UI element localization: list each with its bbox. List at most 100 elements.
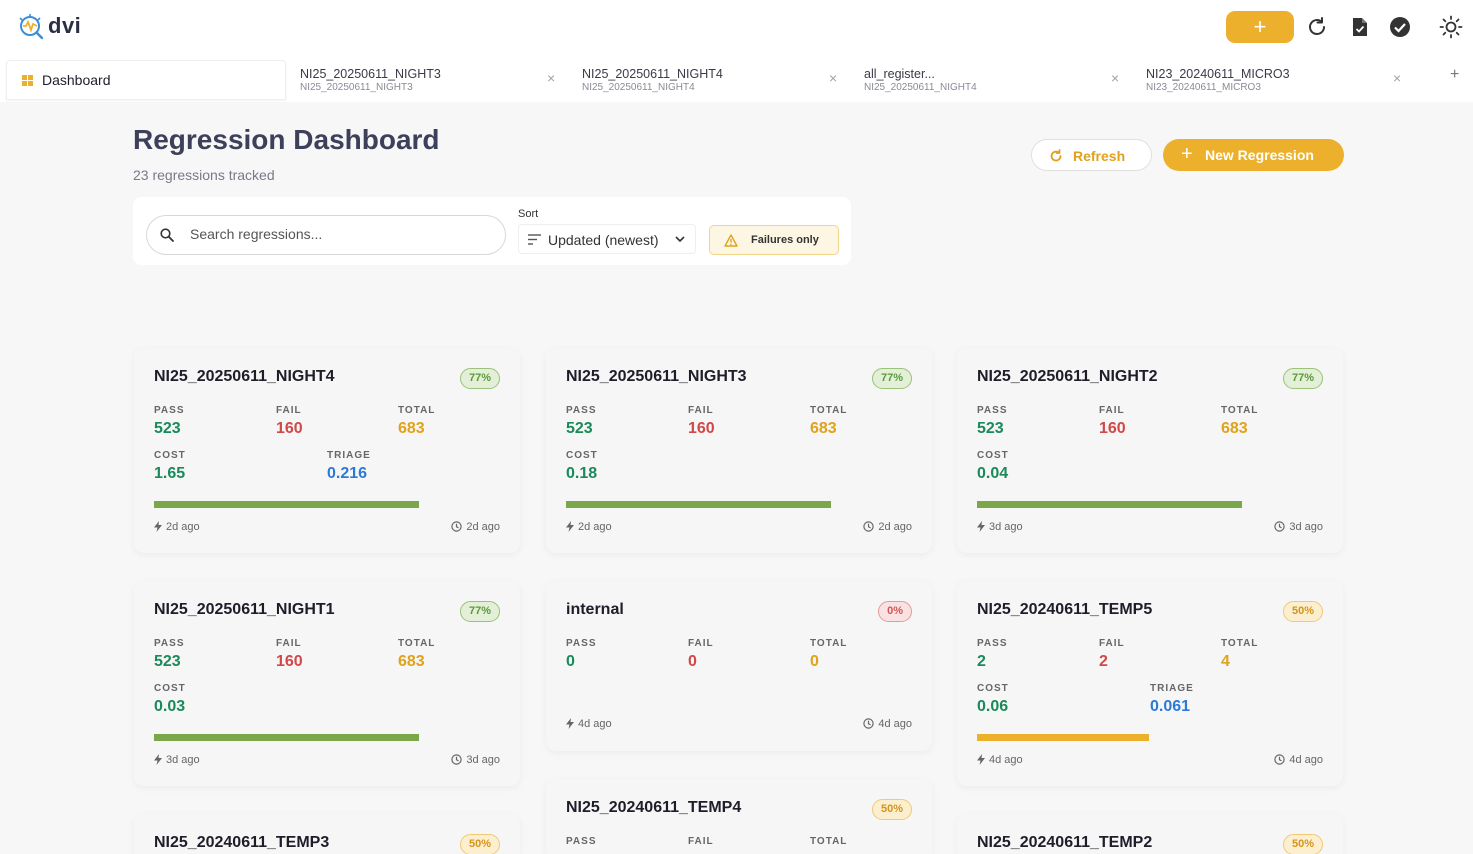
card-title: NI25_20250611_NIGHT1 [154, 601, 335, 618]
progress-bar [977, 734, 1149, 741]
add-tab-icon[interactable]: + [1450, 66, 1460, 83]
triage-value: 0.061 [1150, 698, 1191, 715]
pass-value: 523 [977, 420, 1004, 437]
theme-sun-icon[interactable] [1439, 15, 1463, 39]
updated-time: 3d ago [451, 754, 500, 766]
fail-label: FAIL [1099, 638, 1125, 649]
cost-label: COST [977, 450, 1009, 461]
progress-bar [977, 501, 1242, 508]
refresh-button[interactable]: Refresh [1031, 139, 1152, 171]
bolt-icon [566, 718, 574, 729]
tab-dashboard[interactable]: Dashboard [6, 60, 286, 100]
new-regression-button[interactable]: + New Regression [1163, 139, 1344, 171]
add-button[interactable]: + [1226, 11, 1294, 43]
close-icon[interactable]: × [1393, 70, 1402, 86]
total-value: 4 [1221, 653, 1230, 670]
regression-card[interactable]: NI25_20250611_NIGHT2 77% PASS 523 FAIL 1… [957, 348, 1343, 553]
tab-bar: Dashboard NI25_20250611_NIGHT3 NI25_2025… [0, 56, 1473, 102]
regression-card[interactable]: NI25_20250611_NIGHT1 77% PASS 523 FAIL 1… [134, 581, 520, 786]
regression-card[interactable]: NI25_20250611_NIGHT4 77% PASS 523 FAIL 1… [134, 348, 520, 553]
cost-value: 1.65 [154, 465, 186, 482]
refresh-icon [1050, 149, 1062, 162]
page-title: Regression Dashboard [133, 124, 440, 155]
run-time: 4d ago [977, 754, 1023, 766]
regression-card[interactable]: NI25_20240611_TEMP5 50% PASS 2 FAIL 2 TO… [957, 581, 1343, 786]
pass-value: 0 [566, 653, 575, 670]
bolt-icon [977, 754, 985, 765]
cost-label: COST [154, 683, 186, 694]
run-time-text: 2d ago [166, 521, 200, 533]
run-time-text: 2d ago [578, 521, 612, 533]
tab-subtitle: NI25_20250611_NIGHT4 [864, 82, 977, 93]
filter-panel: Sort Updated (newest) Failures only [133, 197, 851, 265]
pass-rate-badge: 50% [871, 799, 912, 820]
fail-label: FAIL [688, 638, 714, 649]
total-label: TOTAL [1221, 638, 1259, 649]
tab-regression[interactable]: NI23_20240611_MICRO3 NI23_20240611_MICRO… [1146, 60, 1406, 100]
sort-value: Updated (newest) [548, 232, 659, 248]
pass-rate-badge: 77% [871, 368, 912, 389]
bolt-icon [977, 521, 985, 532]
total-label: TOTAL [1221, 405, 1259, 416]
updated-time: 3d ago [1274, 521, 1323, 533]
pass-label: PASS [154, 405, 185, 416]
sort-lines-icon [528, 234, 541, 245]
fail-value: 160 [276, 653, 303, 670]
tab-subtitle: NI25_20250611_NIGHT4 [582, 82, 695, 93]
card-title: NI25_20240611_TEMP4 [566, 799, 742, 816]
refresh-icon[interactable] [1305, 15, 1329, 39]
pass-rate-badge: 77% [1282, 368, 1323, 389]
tab-title: NI23_20240611_MICRO3 [1146, 67, 1290, 81]
page-subtitle: 23 regressions tracked [133, 167, 275, 183]
total-label: TOTAL [810, 405, 848, 416]
total-label: TOTAL [398, 638, 436, 649]
close-icon[interactable]: × [829, 70, 838, 86]
tab-title: all_register... [864, 67, 935, 81]
pass-label: PASS [154, 638, 185, 649]
pass-rate-badge: 50% [1282, 834, 1323, 854]
document-check-icon[interactable] [1348, 15, 1372, 39]
fail-value: 160 [1099, 420, 1126, 437]
pass-label: PASS [977, 405, 1008, 416]
clock-icon [1274, 754, 1286, 765]
total-value: 683 [810, 420, 837, 437]
top-bar: dvi + [0, 0, 1473, 56]
card-title: NI25_20240611_TEMP5 [977, 601, 1153, 618]
regression-card[interactable]: NI25_20250611_NIGHT3 77% PASS 523 FAIL 1… [546, 348, 932, 553]
run-time: 3d ago [154, 754, 200, 766]
refresh-label: Refresh [1073, 148, 1126, 164]
sort-select[interactable]: Updated (newest) [518, 224, 696, 254]
failures-only-toggle[interactable]: Failures only [709, 225, 839, 255]
tab-regression[interactable]: NI25_20250611_NIGHT3 NI25_20250611_NIGHT… [300, 60, 560, 100]
close-icon[interactable]: × [547, 70, 556, 86]
total-value: 683 [1221, 420, 1248, 437]
tab-title: NI25_20250611_NIGHT4 [582, 67, 723, 81]
card-title: NI25_20250611_NIGHT2 [977, 368, 1158, 385]
total-value: 683 [398, 653, 425, 670]
clock-icon [451, 754, 463, 765]
search-box[interactable] [146, 215, 506, 255]
card-title: NI25_20250611_NIGHT3 [566, 368, 747, 385]
tab-regression[interactable]: all_register... NI25_20250611_NIGHT4 × [864, 60, 1124, 100]
regression-card[interactable]: NI25_20240611_TEMP3 50% [134, 814, 520, 854]
progress-bar [154, 501, 419, 508]
card-title: NI25_20240611_TEMP3 [154, 834, 330, 851]
regression-card[interactable]: internal 0% PASS 0 FAIL 0 TOTAL 0 4d ago… [546, 581, 932, 751]
regression-card[interactable]: NI25_20240611_TEMP4 50% PASS FAIL TOTAL [546, 779, 932, 854]
fail-value: 0 [688, 653, 697, 670]
regression-card[interactable]: NI25_20240611_TEMP2 50% [957, 814, 1343, 854]
tab-subtitle: NI25_20250611_NIGHT3 [300, 82, 413, 93]
close-icon[interactable]: × [1111, 70, 1120, 86]
check-circle-icon[interactable] [1388, 15, 1412, 39]
search-input[interactable] [190, 226, 490, 242]
card-title: NI25_20240611_TEMP2 [977, 834, 1153, 851]
pass-value: 523 [566, 420, 593, 437]
search-icon [160, 228, 174, 242]
updated-time: 4d ago [863, 718, 912, 730]
cost-value: 0.06 [977, 698, 1009, 715]
triage-value: 0.216 [327, 465, 368, 482]
tab-subtitle: NI23_20240611_MICRO3 [1146, 82, 1261, 93]
tab-regression[interactable]: NI25_20250611_NIGHT4 NI25_20250611_NIGHT… [582, 60, 842, 100]
pass-label: PASS [977, 638, 1008, 649]
plus-icon: + [1181, 143, 1193, 165]
